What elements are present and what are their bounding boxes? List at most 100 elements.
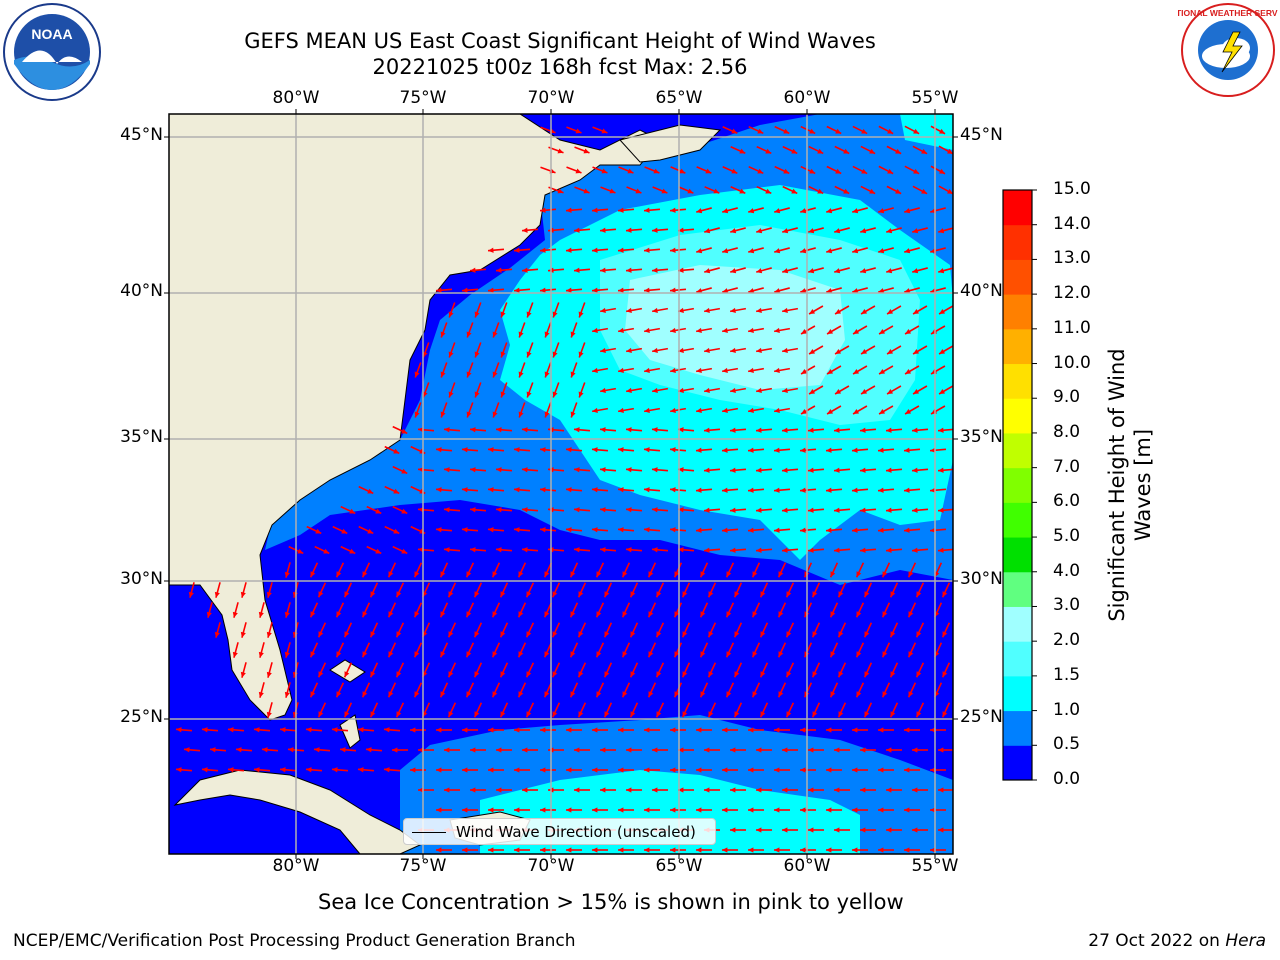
wave-arrow: [677, 227, 695, 233]
wave-arrow: [258, 642, 265, 658]
wave-arrow: [826, 365, 842, 375]
wave-arrow: [618, 847, 634, 853]
wave-arrow: [733, 622, 743, 638]
wave-arrow: [703, 547, 721, 553]
wave-arrow: [595, 682, 605, 698]
wave-arrow: [599, 507, 617, 513]
wave-arrow: [852, 405, 868, 415]
wave-arrow: [279, 767, 297, 773]
wave-arrow: [655, 662, 665, 678]
wave-arrow: [730, 186, 746, 194]
wave-arrow: [592, 807, 608, 813]
wave-arrow: [266, 582, 273, 598]
wave-arrow: [782, 227, 798, 234]
land-cuba: [173, 769, 421, 854]
wave-arrow: [852, 767, 868, 773]
wave-arrow: [863, 582, 873, 598]
wave-arrow: [440, 362, 448, 378]
wave-arrow: [941, 662, 951, 678]
wave-arrow: [782, 787, 798, 793]
wave-arrow: [539, 207, 557, 213]
wave-arrow: [387, 682, 397, 698]
lat-label-left: 30°N: [120, 569, 163, 589]
wave-arrow: [834, 185, 850, 195]
wave-arrow: [852, 807, 868, 813]
wave-arrow: [834, 345, 850, 355]
wave-arrow: [756, 145, 772, 155]
wave-arrow: [826, 287, 842, 294]
wave-arrow: [652, 747, 668, 753]
wave-arrow: [578, 302, 586, 318]
wave-arrow: [621, 642, 631, 658]
wave-arrow: [751, 562, 761, 578]
wave-zone-2.0-3.0: [625, 265, 845, 390]
wave-arrow: [651, 387, 669, 394]
wave-arrow: [800, 727, 816, 733]
wave-arrow: [435, 447, 453, 453]
wave-arrow: [539, 487, 557, 493]
wave-arrow: [514, 767, 530, 773]
wave-arrow: [439, 682, 449, 698]
wave-arrow: [707, 582, 717, 598]
wave-arrow: [643, 407, 661, 414]
wave-arrow: [852, 727, 868, 733]
wave-arrow: [500, 382, 508, 398]
wave-arrow: [748, 287, 764, 294]
wave-arrow: [904, 247, 920, 254]
wave-arrow: [877, 527, 895, 533]
wave-arrow: [626, 186, 642, 194]
colorbar-tick-label: 4.0: [1053, 560, 1081, 581]
wave-arrow: [595, 562, 605, 578]
land-nova-scotia: [619, 124, 722, 163]
colorbar-segment: [1003, 467, 1032, 503]
wave-arrow: [600, 186, 616, 194]
wave-arrow: [834, 227, 850, 234]
wave-arrow: [643, 367, 661, 374]
wave-arrow: [369, 582, 379, 598]
wave-arrow: [209, 747, 227, 753]
wave-arrow: [284, 562, 291, 578]
wave-arrow: [800, 165, 816, 175]
wave-arrow: [514, 807, 530, 813]
wave-arrow: [907, 642, 917, 658]
wave-arrow: [526, 382, 534, 398]
wave-arrow: [808, 305, 824, 315]
map-gridlines: [169, 114, 953, 854]
nws-logo: NATIONAL WEATHER SERVICE: [1178, 3, 1278, 97]
wave-arrow: [859, 547, 877, 553]
footer-date: 27 Oct 2022 on Hera: [1088, 931, 1266, 951]
wave-arrow: [837, 662, 847, 678]
wave-arrow: [930, 165, 946, 175]
wave-arrow: [756, 787, 772, 793]
wave-arrow: [258, 682, 265, 698]
wave-arrow: [881, 562, 891, 578]
wave-arrow: [704, 186, 720, 194]
wave-arrow: [600, 747, 616, 753]
wave-arrow: [551, 582, 561, 598]
wave-arrow: [566, 126, 582, 134]
wave-arrow: [495, 267, 513, 273]
wave-arrow: [175, 767, 193, 773]
colorbar-tick-label: 1.0: [1053, 699, 1081, 720]
wave-arrow: [540, 847, 556, 853]
colorbar-tick-label: 12.0: [1053, 283, 1091, 304]
wave-zone-1.0-1.5-east: [900, 114, 953, 150]
wave-arrow: [643, 487, 661, 493]
wave-arrow: [629, 702, 639, 718]
wave-arrow: [539, 447, 557, 453]
wave-arrow: [722, 247, 738, 254]
wave-arrow: [603, 582, 613, 598]
wave-arrow: [488, 727, 504, 733]
wave-arrow: [565, 287, 583, 293]
wave-arrow: [652, 787, 668, 793]
lat-label-right: 40°N: [960, 281, 1003, 301]
wave-arrow: [539, 287, 557, 293]
wave-arrow: [707, 662, 717, 678]
wave-arrow: [938, 305, 953, 315]
wave-arrow: [881, 682, 891, 698]
wave-arrow: [469, 427, 487, 433]
wave-arrow: [599, 427, 617, 433]
lat-label-right: 45°N: [960, 125, 1003, 145]
footer-credit: NCEP/EMC/Verification Post Processing Pr…: [13, 931, 576, 951]
wave-arrow: [941, 702, 951, 718]
